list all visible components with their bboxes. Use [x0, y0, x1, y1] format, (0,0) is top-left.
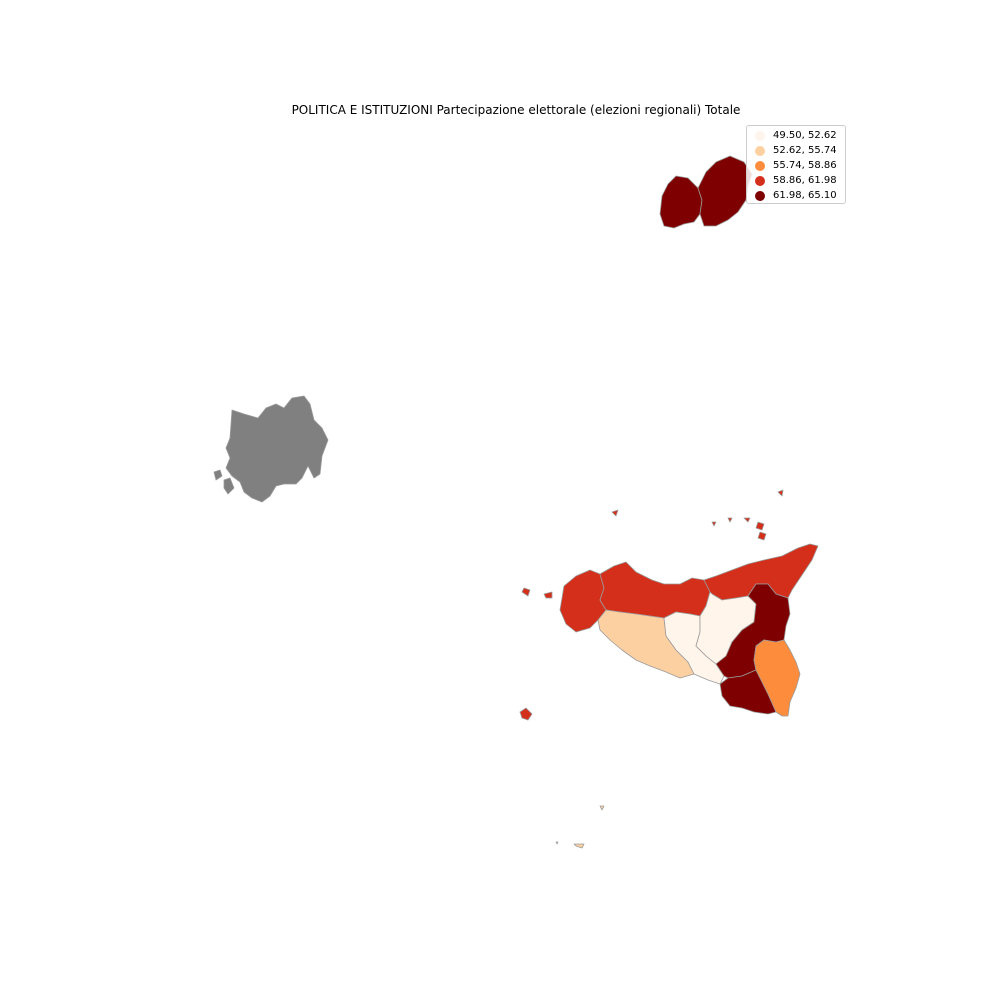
- region-group-molise: [659, 155, 753, 229]
- legend-item: 52.62, 55.74: [755, 143, 845, 158]
- legend-label: 52.62, 55.74: [773, 145, 837, 156]
- legend-swatch: [755, 160, 765, 171]
- region: [213, 395, 329, 503]
- region: [521, 587, 553, 599]
- legend-item: 55.74, 58.86: [755, 158, 845, 173]
- legend-label: 61.98, 65.10: [773, 190, 837, 201]
- legend-label: 58.86, 61.98: [773, 175, 837, 186]
- region: [519, 707, 533, 721]
- legend-item: 58.86, 61.98: [755, 173, 845, 188]
- legend-swatch: [755, 145, 765, 156]
- legend-swatch: [755, 175, 765, 186]
- legend-swatch: [755, 190, 765, 201]
- legend-label: 55.74, 58.86: [773, 160, 837, 171]
- map-title: POLITICA E ISTITUZIONI Partecipazione el…: [291, 103, 741, 117]
- region: [753, 639, 801, 717]
- region: [555, 805, 605, 849]
- region-group-islands: [519, 489, 784, 849]
- legend: 49.50, 52.62 52.62, 55.74 55.74, 58.86 58.8…: [746, 125, 846, 204]
- legend-label: 49.50, 52.62: [773, 130, 837, 141]
- region: [597, 609, 695, 679]
- region-group-sicily: [559, 543, 819, 717]
- legend-item: 49.50, 52.62: [755, 128, 845, 143]
- region: [599, 561, 711, 619]
- legend-item: 61.98, 65.10: [755, 188, 845, 203]
- region: [659, 175, 703, 229]
- region-group-sardinia: [213, 395, 329, 503]
- legend-swatch: [755, 130, 765, 141]
- region: [697, 155, 753, 227]
- region: [611, 489, 784, 541]
